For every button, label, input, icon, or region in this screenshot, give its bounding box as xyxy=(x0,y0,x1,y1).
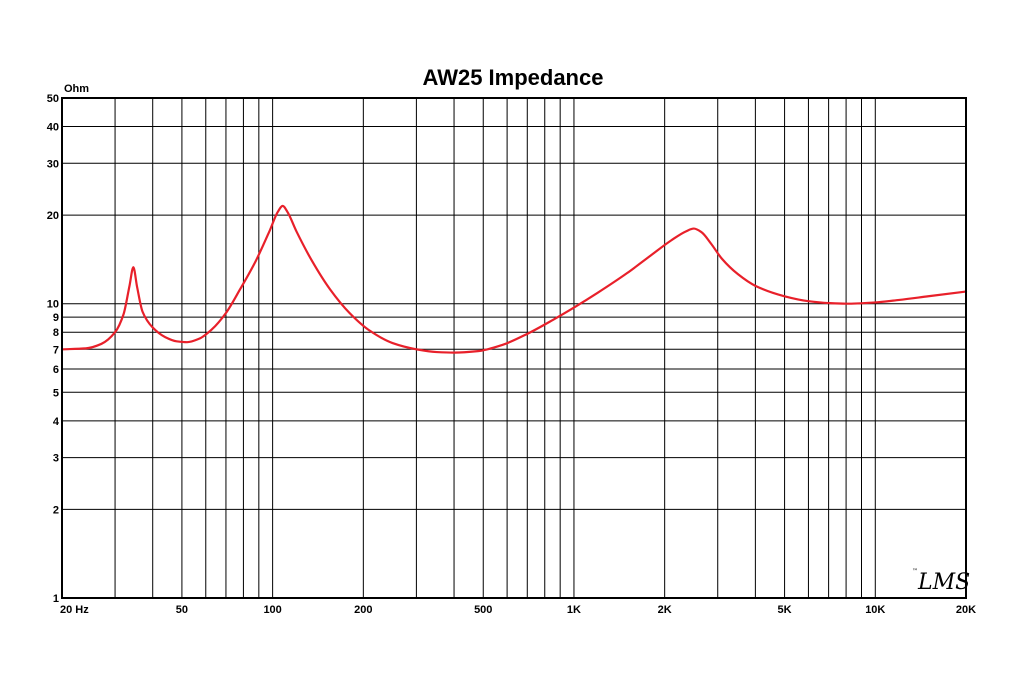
x-tick-label: 200 xyxy=(354,604,372,616)
y-axis-unit-label: Ohm xyxy=(64,83,89,95)
lms-logo: ™ LMS xyxy=(912,568,970,595)
y-tick-label: 3 xyxy=(53,453,59,465)
y-tick-label: 50 xyxy=(47,93,59,105)
x-tick-label: 20K xyxy=(956,604,976,616)
x-tick-label: 2K xyxy=(658,604,672,616)
x-tick-label: 50 xyxy=(176,604,188,616)
impedance-series-line xyxy=(60,204,968,354)
y-tick-label: 30 xyxy=(47,158,59,170)
x-tick-label: 100 xyxy=(263,604,281,616)
y-tick-label: 1 xyxy=(53,593,59,605)
y-tick-label: 10 xyxy=(47,299,59,311)
x-tick-label: 500 xyxy=(474,604,492,616)
y-tick-label: 6 xyxy=(53,364,59,376)
x-tick-label: 1K xyxy=(567,604,581,616)
chart-title: AW25 Impedance xyxy=(423,65,604,90)
series-layer xyxy=(60,204,968,354)
y-tick-label: 7 xyxy=(53,344,59,356)
y-tick-label: 9 xyxy=(53,312,59,324)
y-tick-label: 2 xyxy=(53,504,59,516)
x-axis-ticks: 20 Hz 50 100 200 500 1K 2K 5K 10K 20K xyxy=(60,604,976,616)
logo-text: LMS xyxy=(917,570,970,595)
y-tick-label: 20 xyxy=(47,210,59,222)
y-tick-label: 4 xyxy=(53,416,60,428)
y-axis-ticks: 1 2 3 4 5 6 7 8 910 20 30 40 50 xyxy=(47,93,60,605)
y-tick-label: 40 xyxy=(47,122,59,134)
x-tick-label: 5K xyxy=(778,604,792,616)
grid xyxy=(62,98,966,598)
y-tick-label: 5 xyxy=(53,387,59,399)
y-tick-label: 8 xyxy=(53,327,59,339)
x-tick-label: 20 Hz xyxy=(60,604,89,616)
logo-superscript: ™ xyxy=(912,568,918,575)
plot-frame xyxy=(61,97,967,599)
x-tick-label: 10K xyxy=(865,604,885,616)
